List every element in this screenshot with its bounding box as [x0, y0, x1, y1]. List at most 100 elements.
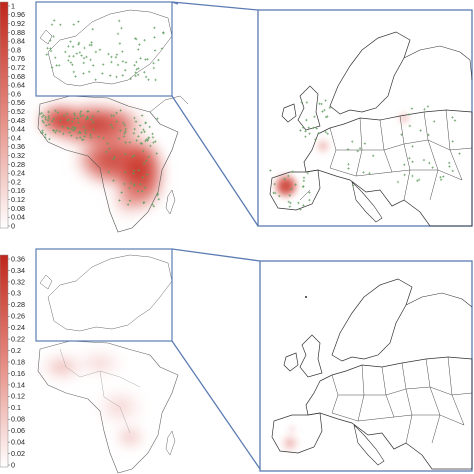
- occurrence-point: [84, 129, 87, 132]
- occurrence-point: [134, 71, 137, 74]
- occurrence-point: [81, 138, 84, 141]
- colorbar-tick-label: 0.64: [11, 81, 25, 90]
- occurrence-point: [41, 119, 44, 123]
- occurrence-point: [291, 170, 294, 173]
- occurrence-point: [90, 41, 93, 44]
- occurrence-point: [145, 159, 148, 163]
- occurrence-point: [76, 117, 80, 120]
- occurrence-point: [301, 126, 305, 129]
- occurrence-point: [121, 50, 124, 53]
- occurrence-point: [108, 147, 111, 150]
- occurrence-point: [70, 134, 73, 137]
- occurrence-point: [132, 172, 135, 175]
- occurrence-point: [290, 187, 293, 191]
- colorbar-tick-label: 0.18: [11, 357, 25, 366]
- occurrence-point: [141, 176, 144, 179]
- occurrence-point: [50, 66, 54, 69]
- occurrence-point: [46, 119, 50, 122]
- occurrence-point: [148, 125, 151, 129]
- occurrence-point: [116, 32, 120, 36]
- occurrence-point: [142, 128, 145, 131]
- occurrence-point: [162, 31, 165, 34]
- occurrence-point: [358, 147, 362, 150]
- occurrence-point: [54, 131, 57, 134]
- colorbar-tick-label: 0.08: [11, 415, 25, 424]
- occurrence-point: [308, 191, 311, 194]
- colorbar-tick-label: 0: [11, 460, 15, 469]
- occurrence-point: [89, 133, 92, 137]
- occurrence-point: [113, 155, 116, 159]
- occurrence-point: [156, 192, 160, 196]
- occurrence-point: [145, 138, 148, 141]
- occurrence-point: [40, 111, 44, 115]
- occurrence-point: [154, 140, 157, 143]
- occurrence-point: [47, 123, 51, 126]
- top-occurrence-points: [38, 19, 165, 208]
- occurrence-point: [442, 175, 445, 178]
- occurrence-point: [111, 126, 114, 129]
- colorbar-tick-label: 0.04: [11, 213, 25, 222]
- occurrence-point: [112, 114, 115, 117]
- occurrence-point: [146, 57, 149, 61]
- occurrence-point: [315, 127, 318, 130]
- occurrence-point: [132, 154, 136, 157]
- occurrence-point: [317, 131, 321, 135]
- occurrence-point: [123, 124, 127, 127]
- occurrence-point: [72, 54, 75, 58]
- occurrence-point: [328, 106, 332, 110]
- occurrence-point: [302, 176, 306, 180]
- occurrence-point: [56, 111, 60, 114]
- occurrence-point: [104, 150, 108, 154]
- occurrence-point: [400, 133, 403, 136]
- occurrence-point: [422, 158, 426, 162]
- top-zoom-connectors: [171, 1, 259, 227]
- occurrence-point: [133, 64, 136, 67]
- occurrence-point: [64, 50, 67, 54]
- occurrence-point: [419, 129, 422, 132]
- occurrence-point: [283, 177, 286, 181]
- occurrence-point: [97, 135, 100, 139]
- occurrence-point: [408, 156, 411, 160]
- occurrence-point: [112, 179, 115, 182]
- colorbar-tick-label: 0.52: [11, 107, 25, 116]
- occurrence-point: [151, 132, 154, 136]
- occurrence-point: [151, 203, 154, 206]
- occurrence-point: [77, 20, 80, 23]
- occurrence-point: [101, 63, 105, 66]
- top-zoom-box: [35, 1, 173, 97]
- occurrence-point: [299, 129, 302, 132]
- occurrence-point: [110, 55, 113, 59]
- occurrence-point: [145, 173, 149, 176]
- occurrence-point: [52, 19, 56, 22]
- occurrence-point: [112, 157, 115, 161]
- colorbar-tick-label: 0.84: [11, 37, 25, 46]
- occurrence-point: [118, 42, 122, 45]
- occurrence-point: [48, 137, 51, 141]
- colorbar-tick-label: 0.28: [11, 300, 25, 309]
- occurrence-point: [299, 208, 302, 211]
- occurrence-point: [143, 130, 146, 134]
- colorbar-tick-label: 0.6: [11, 89, 21, 98]
- occurrence-point: [408, 124, 412, 128]
- occurrence-point: [135, 60, 138, 64]
- occurrence-point: [80, 54, 83, 57]
- occurrence-point: [123, 182, 126, 186]
- occurrence-point: [160, 47, 164, 50]
- occurrence-point: [403, 163, 406, 166]
- occurrence-point: [124, 127, 127, 131]
- occurrence-point: [68, 131, 71, 134]
- colorbar-tick-label: 0.56: [11, 98, 25, 107]
- occurrence-point: [46, 46, 49, 50]
- occurrence-point: [134, 37, 137, 40]
- colorbar-tick-label: 0.24: [11, 323, 25, 332]
- occurrence-point: [131, 155, 135, 158]
- colorbar-tick-label: 0.32: [11, 277, 25, 286]
- occurrence-point: [152, 66, 156, 70]
- occurrence-point: [91, 115, 95, 118]
- occurrence-point: [73, 114, 77, 117]
- occurrence-point: [71, 120, 74, 123]
- occurrence-point: [139, 182, 142, 186]
- colorbar-tick-label: 0.36: [11, 142, 25, 151]
- occurrence-point: [410, 107, 414, 110]
- occurrence-point: [83, 46, 86, 50]
